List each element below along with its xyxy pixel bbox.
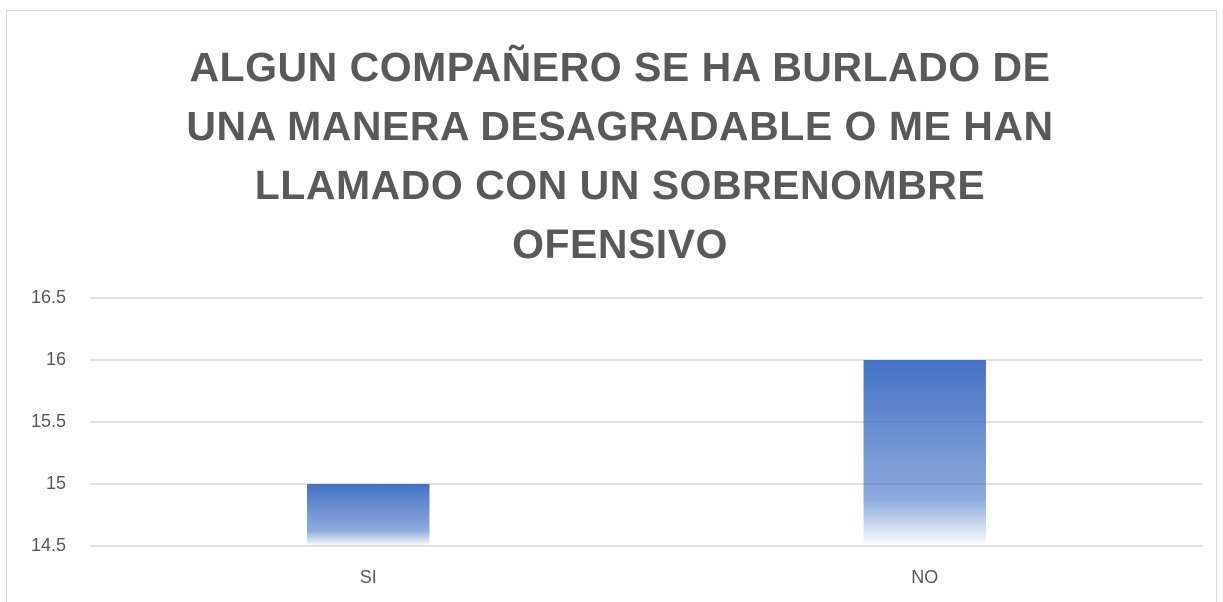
y-tick-label: 15.5: [31, 411, 66, 431]
y-tick-label: 15: [46, 473, 66, 493]
chart-title: ALGUN COMPAÑERO SE HA BURLADO DE UNA MAN…: [186, 44, 1054, 267]
y-tick-label: 14.5: [31, 535, 66, 555]
y-tick-label: 16.5: [31, 287, 66, 307]
bar: [863, 360, 986, 546]
bar: [307, 484, 430, 546]
x-tick-label: NO: [911, 567, 938, 587]
x-tick-label: SI: [360, 567, 377, 587]
y-tick-label: 16: [46, 349, 66, 369]
chart-frame: [6, 10, 1217, 602]
